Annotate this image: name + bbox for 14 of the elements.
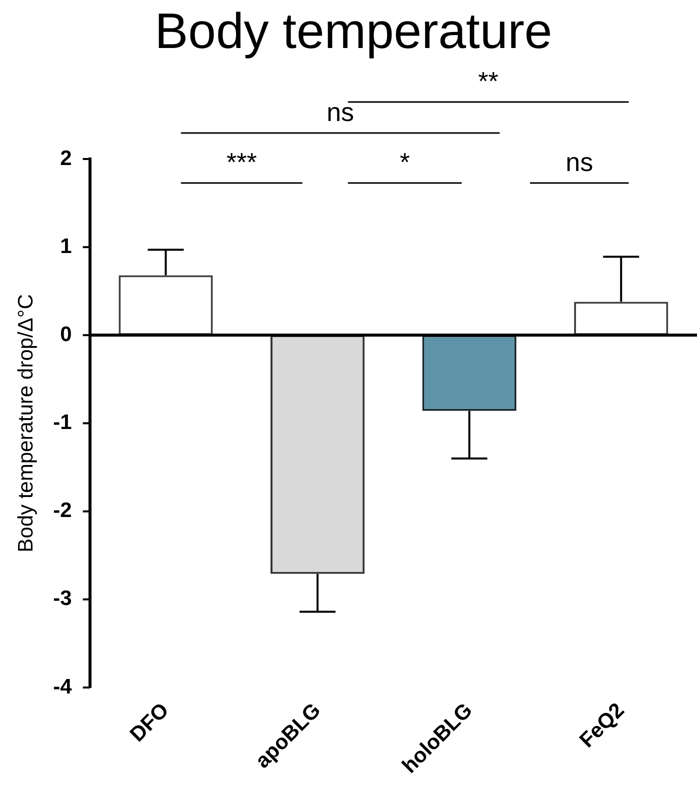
y-tick-label: 1 [60,234,72,258]
annotation: *** [226,147,257,178]
y-tick-label: -1 [53,411,72,434]
y-tick-label: -2 [53,499,72,522]
y-tick-label: -4 [53,675,72,698]
y-axis-title: Body temperature drop/Δ°C [14,294,38,552]
text: ** [478,66,498,96]
text: ns [326,97,354,128]
annotation: * [400,147,410,178]
y-tick-label: 2 [60,146,72,170]
y-tick-label: -3 [53,587,72,610]
chart-title: Body temperature [154,2,552,59]
y-tick-label: 0 [60,322,72,346]
annotation: ns [566,147,594,178]
